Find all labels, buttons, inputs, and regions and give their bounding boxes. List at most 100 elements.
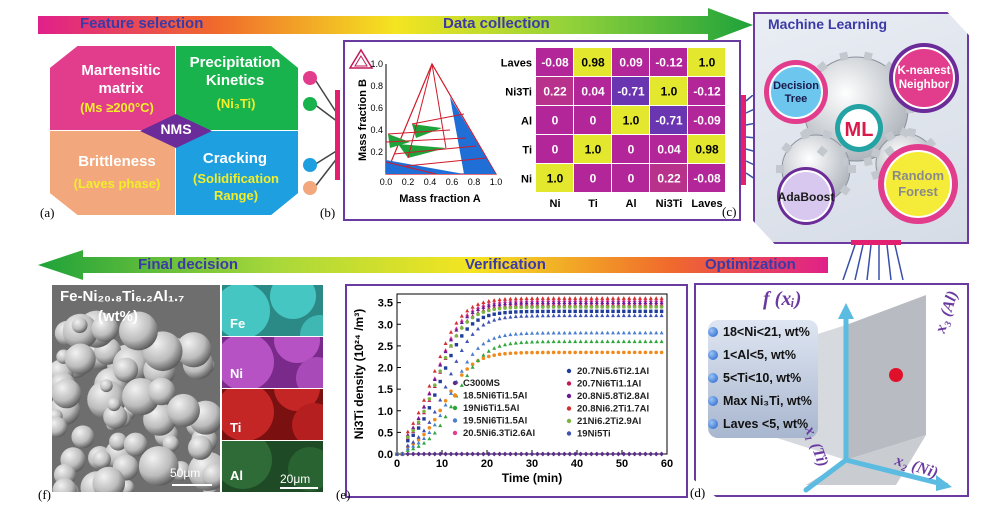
chart-point: [643, 298, 648, 302]
chart-point: [632, 296, 637, 300]
chart-point: [422, 398, 426, 402]
x-tick-label: 0: [394, 458, 400, 470]
chart-point: [627, 350, 631, 355]
chart-point: [616, 330, 621, 335]
chart-point: [578, 350, 583, 355]
heatmap-cell-value: 1.0: [585, 143, 602, 157]
chart-point: [659, 350, 664, 355]
chart-point: [470, 365, 475, 369]
chart-point: [427, 430, 432, 435]
chart-point: [416, 444, 421, 448]
ternary-y-tick: 0.4: [370, 125, 383, 135]
powder-particle: [107, 397, 121, 412]
chart-point: [589, 302, 594, 307]
chart-point: [481, 356, 486, 361]
chart-point: [594, 339, 599, 344]
eds-map-ti: [222, 389, 323, 440]
legend-label: 19Ni6Ti1.5Al: [463, 403, 519, 414]
chart-point: [470, 352, 475, 356]
chart-point: [486, 303, 491, 308]
legend-marker: [566, 431, 572, 436]
constraint-text: 5<Ti<10, wt%: [723, 371, 802, 385]
chart-point: [616, 305, 621, 309]
bullet-icon: [708, 396, 718, 406]
chart-point: [524, 300, 529, 305]
optimization-title: Optimization: [705, 256, 796, 273]
chart-point: [551, 350, 556, 355]
y-tick-label: 3.0: [378, 319, 393, 331]
chart-point: [627, 302, 632, 307]
decision-tree-node: Decision Tree: [764, 60, 828, 124]
heatmap-cell: [612, 48, 649, 76]
chart-point: [534, 451, 540, 457]
chart-point: [406, 438, 410, 443]
chart-point: [578, 451, 584, 457]
y-tick-label: 1.5: [378, 384, 393, 396]
chart-point: [643, 302, 648, 307]
legend-marker: [566, 406, 572, 411]
chart-point: [449, 389, 453, 394]
chart-point: [476, 312, 480, 317]
ternary-x-tick: 0.8: [468, 177, 481, 187]
cracking-title: Cracking: [202, 150, 268, 167]
chart-point: [513, 303, 518, 307]
chart-point: [584, 305, 588, 309]
legend-marker: [452, 418, 458, 423]
legend-label: 19Ni5Ti: [577, 429, 611, 440]
chart-point: [588, 451, 594, 457]
gear-tooth: [863, 51, 873, 62]
chart-point: [438, 413, 443, 418]
nms-label: NMS: [160, 121, 192, 137]
ternary-y-tick: 0.6: [370, 103, 383, 113]
chart-point: [427, 425, 432, 430]
chart-point: [627, 313, 632, 318]
chart-ylabel: Ni3Ti density (10²⁴ /m³): [352, 309, 366, 439]
sem-image: [52, 285, 220, 492]
constraint-text: 18<Ni<21, wt%: [723, 325, 810, 339]
heatmap-cell: [650, 164, 687, 192]
chart-point: [508, 341, 513, 346]
chart-point: [562, 330, 567, 335]
chart-point: [627, 330, 632, 335]
eds-map-al: [222, 441, 323, 492]
heatmap-cell: [536, 106, 573, 134]
chart-point: [605, 330, 610, 335]
chart-point: [567, 451, 573, 457]
chart-point: [627, 300, 632, 305]
chart-point: [540, 302, 545, 307]
chart-point: [524, 309, 529, 314]
heatmap-cell-value: -0.12: [693, 85, 721, 99]
chart-point: [600, 339, 605, 344]
chart-point: [449, 344, 453, 348]
chart-point: [578, 330, 583, 335]
chart-point: [573, 300, 578, 305]
chart-point: [648, 302, 653, 307]
chart-point: [573, 330, 578, 335]
chart-point: [465, 320, 469, 324]
chart-point: [638, 302, 642, 307]
chart-point: [654, 309, 658, 313]
chart-point: [659, 296, 664, 300]
chart-point: [643, 300, 648, 305]
heatmap-cell: [536, 164, 573, 192]
chart-point: [589, 350, 594, 355]
eds-label-al: Al: [230, 468, 243, 483]
chart-point: [654, 302, 659, 307]
knn-node: K-nearest Neighbor: [889, 43, 959, 113]
chart-point: [422, 432, 426, 437]
chart-point: [616, 350, 621, 355]
powder-particle: [123, 432, 148, 457]
chart-point: [632, 302, 637, 307]
chart-point: [513, 314, 518, 319]
chart-point: [632, 300, 637, 305]
chart-point: [659, 305, 664, 309]
chart-point: [432, 422, 437, 427]
chart-point: [567, 298, 572, 302]
chart-point: [470, 310, 475, 315]
chart-point: [616, 339, 621, 344]
chart-point: [508, 310, 513, 314]
chart-point: [492, 317, 497, 322]
random-forest-node: Random Forest: [878, 144, 958, 224]
chart-point: [589, 313, 594, 318]
chart-point: [557, 300, 561, 305]
